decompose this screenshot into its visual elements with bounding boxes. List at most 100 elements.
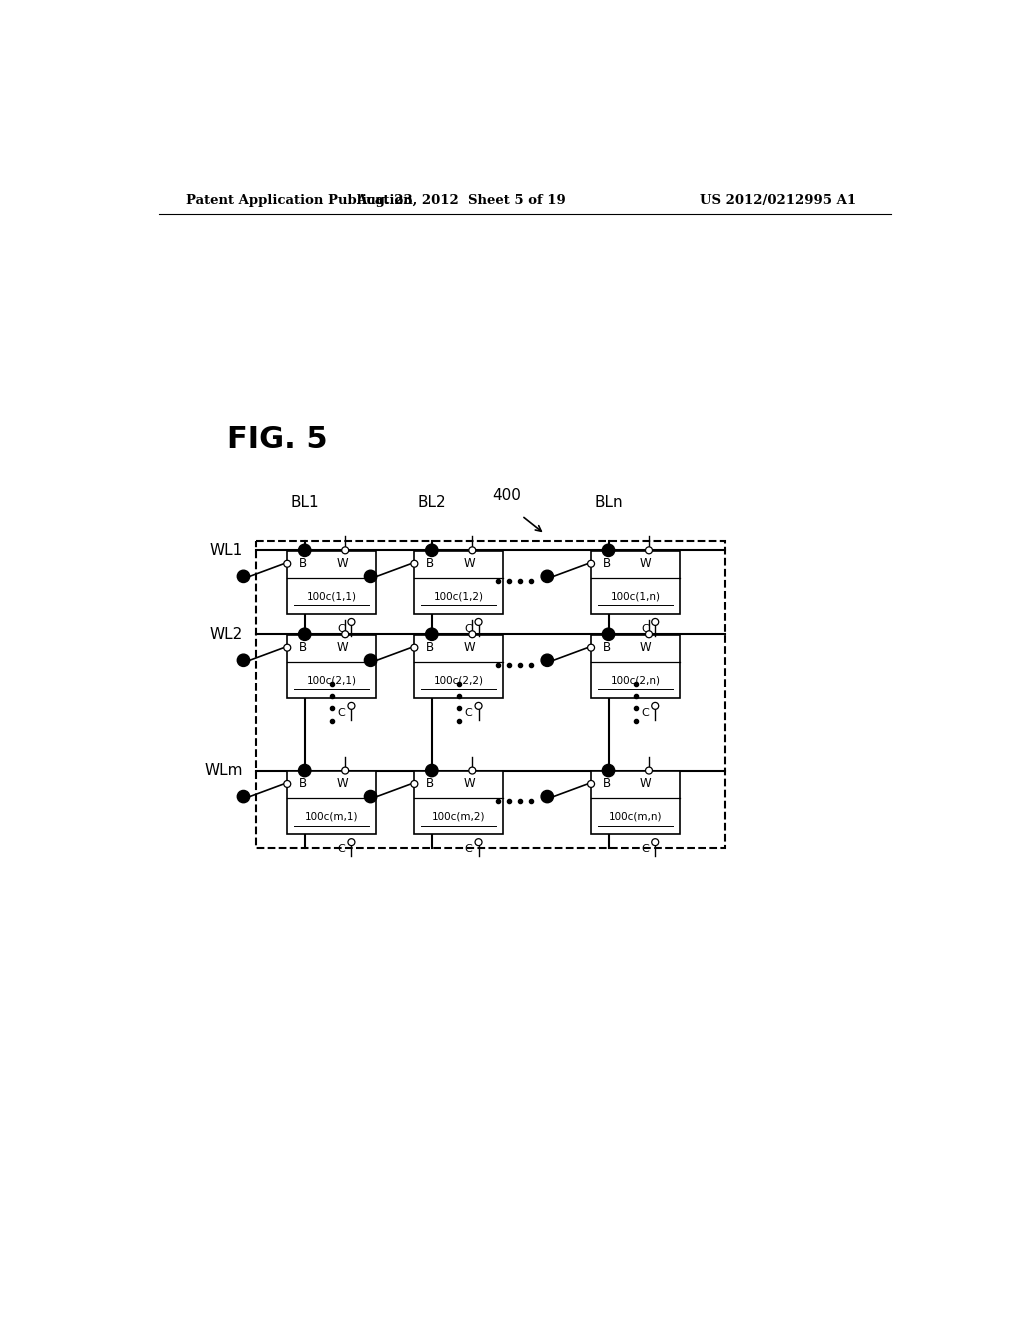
Text: C: C: [465, 624, 472, 634]
Circle shape: [475, 619, 482, 626]
Circle shape: [541, 791, 554, 803]
Circle shape: [238, 570, 250, 582]
Text: 100c(2,n): 100c(2,n): [610, 676, 660, 685]
Circle shape: [588, 644, 595, 651]
Circle shape: [411, 560, 418, 568]
Circle shape: [365, 791, 377, 803]
Circle shape: [342, 767, 349, 774]
Text: BL1: BL1: [291, 495, 319, 510]
Circle shape: [238, 655, 250, 667]
Text: C: C: [465, 845, 472, 854]
Circle shape: [475, 838, 482, 846]
Text: B: B: [603, 642, 610, 655]
Bar: [288, 771, 377, 834]
Circle shape: [348, 619, 355, 626]
Circle shape: [541, 655, 554, 667]
Circle shape: [411, 780, 418, 788]
Text: C: C: [338, 845, 345, 854]
Circle shape: [426, 628, 438, 640]
Text: B: B: [299, 642, 307, 655]
Circle shape: [469, 631, 476, 638]
Text: WL1: WL1: [210, 543, 243, 558]
Circle shape: [602, 544, 614, 557]
Circle shape: [299, 764, 311, 776]
Text: 400: 400: [492, 488, 520, 503]
Text: B: B: [299, 557, 307, 570]
Text: W: W: [464, 777, 475, 791]
Circle shape: [426, 764, 438, 776]
Circle shape: [299, 544, 311, 557]
Text: 100c(1,1): 100c(1,1): [307, 591, 356, 602]
Text: B: B: [603, 777, 610, 791]
Text: C: C: [338, 708, 345, 718]
Circle shape: [365, 570, 377, 582]
Text: W: W: [464, 557, 475, 570]
Text: WL2: WL2: [210, 627, 243, 642]
Bar: [256, 541, 725, 847]
Circle shape: [342, 546, 349, 554]
Text: B: B: [603, 557, 610, 570]
Text: B: B: [299, 777, 307, 791]
Circle shape: [469, 767, 476, 774]
Circle shape: [645, 631, 652, 638]
Circle shape: [348, 702, 355, 709]
Circle shape: [645, 767, 652, 774]
Text: W: W: [640, 557, 651, 570]
Bar: [591, 771, 680, 834]
Circle shape: [426, 544, 438, 557]
Circle shape: [348, 838, 355, 846]
Text: W: W: [336, 557, 348, 570]
Text: 100c(2,2): 100c(2,2): [434, 676, 484, 685]
Text: 100c(m,n): 100c(m,n): [609, 812, 663, 822]
Bar: [288, 635, 377, 698]
Text: C: C: [641, 624, 649, 634]
Bar: [288, 552, 377, 614]
Text: W: W: [464, 642, 475, 655]
Text: WLm: WLm: [204, 763, 243, 777]
Text: 100c(m,2): 100c(m,2): [432, 812, 485, 822]
Text: W: W: [336, 642, 348, 655]
Circle shape: [342, 631, 349, 638]
Circle shape: [284, 560, 291, 568]
Text: BLn: BLn: [594, 495, 623, 510]
Circle shape: [651, 619, 658, 626]
Text: Aug. 23, 2012  Sheet 5 of 19: Aug. 23, 2012 Sheet 5 of 19: [356, 194, 566, 207]
Circle shape: [645, 546, 652, 554]
Bar: [415, 771, 504, 834]
Circle shape: [365, 655, 377, 667]
Circle shape: [475, 702, 482, 709]
Circle shape: [284, 644, 291, 651]
Bar: [415, 635, 504, 698]
Circle shape: [299, 628, 311, 640]
Circle shape: [588, 560, 595, 568]
Circle shape: [602, 628, 614, 640]
Text: 100c(2,1): 100c(2,1): [307, 676, 356, 685]
Text: 100c(m,1): 100c(m,1): [305, 812, 358, 822]
Text: C: C: [465, 708, 472, 718]
Text: 100c(1,n): 100c(1,n): [610, 591, 660, 602]
Circle shape: [651, 702, 658, 709]
Text: FIG. 5: FIG. 5: [227, 425, 328, 454]
Text: C: C: [338, 624, 345, 634]
Circle shape: [469, 546, 476, 554]
Bar: [591, 635, 680, 698]
Text: BL2: BL2: [418, 495, 446, 510]
Text: US 2012/0212995 A1: US 2012/0212995 A1: [700, 194, 856, 207]
Bar: [415, 552, 504, 614]
Text: C: C: [641, 708, 649, 718]
Text: W: W: [336, 777, 348, 791]
Text: B: B: [426, 777, 434, 791]
Bar: [591, 552, 680, 614]
Text: W: W: [640, 777, 651, 791]
Circle shape: [238, 791, 250, 803]
Circle shape: [588, 780, 595, 788]
Circle shape: [541, 570, 554, 582]
Text: B: B: [426, 642, 434, 655]
Text: C: C: [641, 845, 649, 854]
Circle shape: [651, 838, 658, 846]
Circle shape: [284, 780, 291, 788]
Text: B: B: [426, 557, 434, 570]
Text: W: W: [640, 642, 651, 655]
Text: 100c(1,2): 100c(1,2): [434, 591, 484, 602]
Circle shape: [602, 764, 614, 776]
